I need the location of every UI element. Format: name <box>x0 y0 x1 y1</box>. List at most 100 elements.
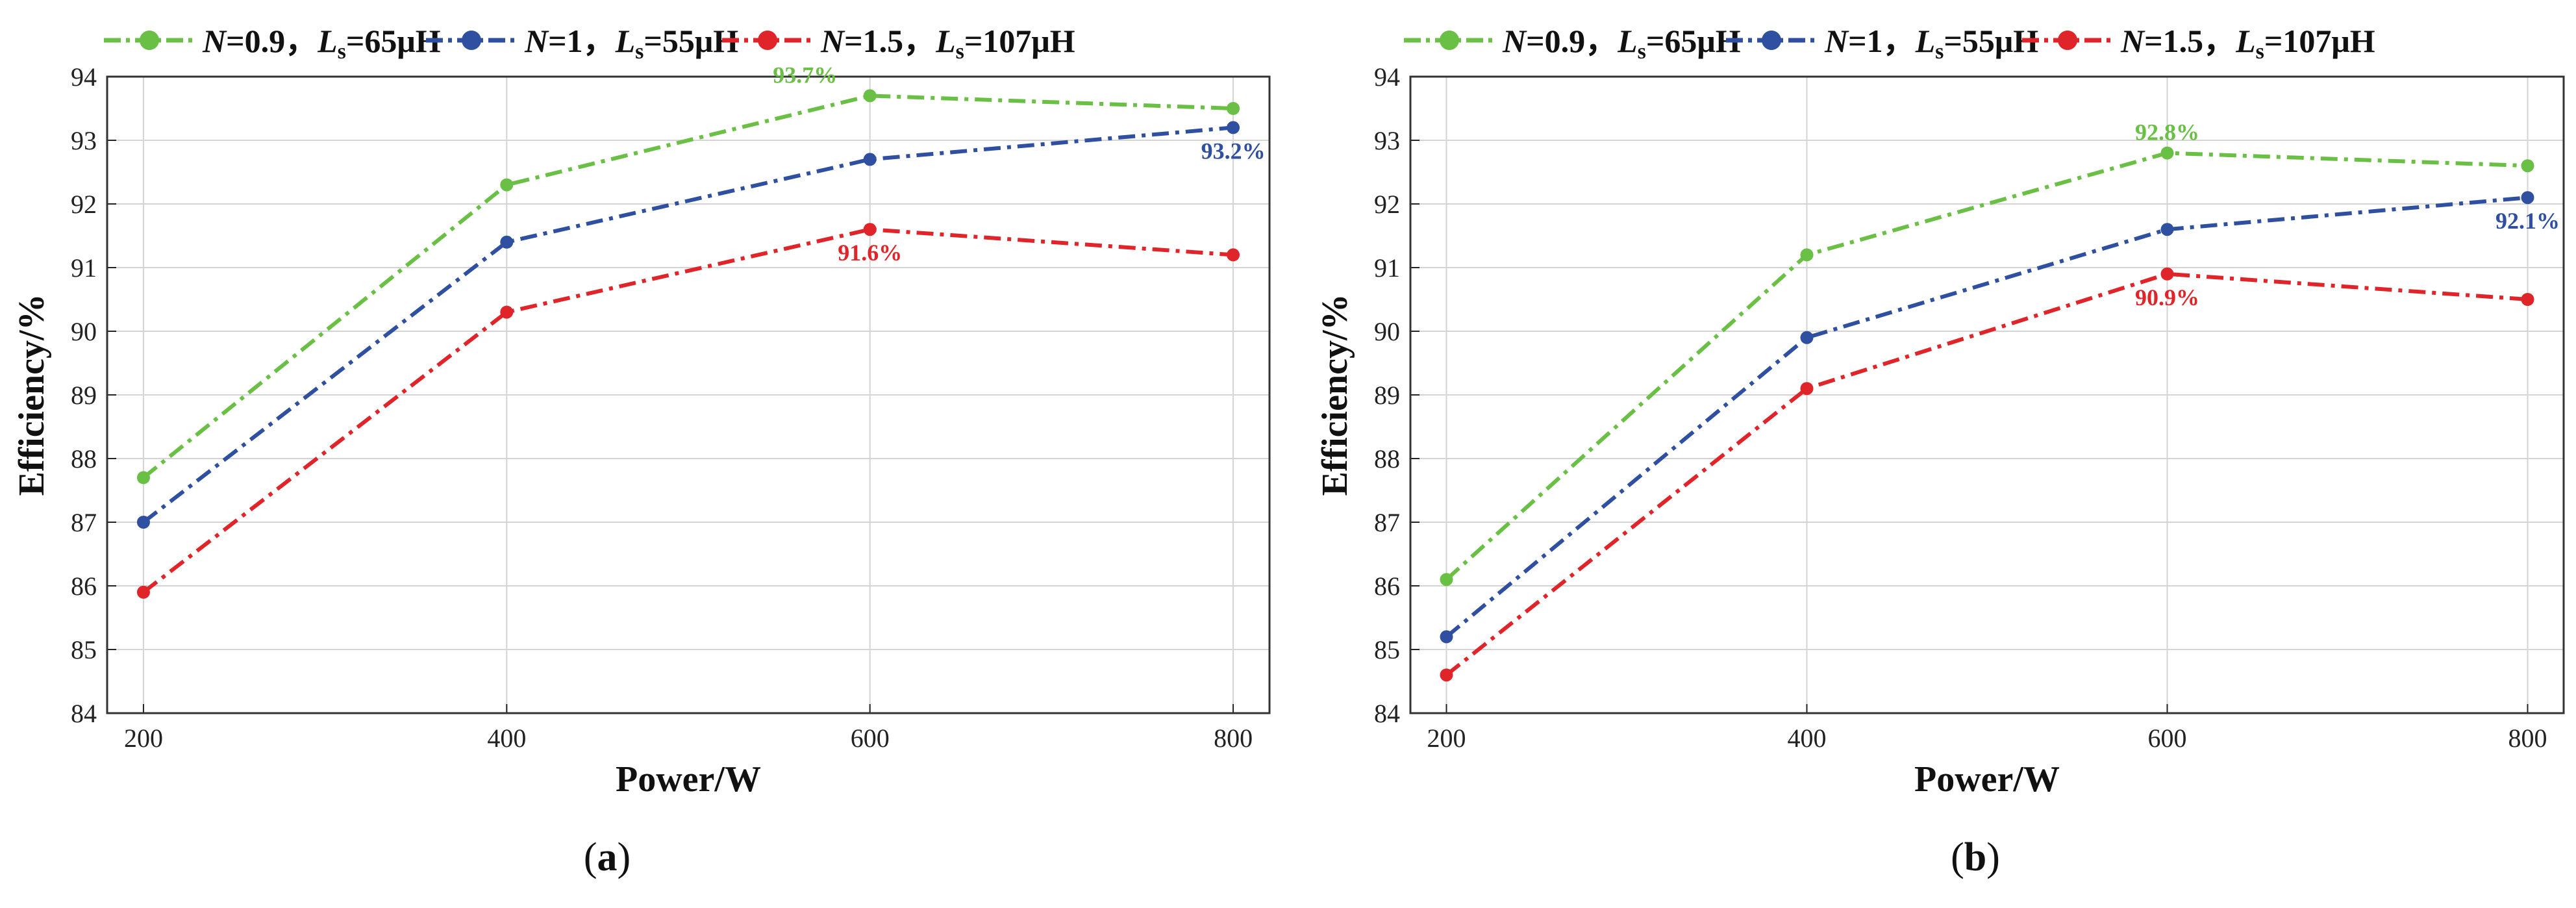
y-tick-label: 93 <box>71 126 97 155</box>
legend-a: N=0.9，Ls=65μH N=1，Ls=55μH N=1.5，Ls=107μH <box>104 23 1075 64</box>
data-point <box>500 305 514 319</box>
data-point <box>1440 573 1453 586</box>
data-point <box>1440 630 1453 644</box>
caption-letter: b <box>1964 835 1986 879</box>
caption-paren: ) <box>618 835 631 879</box>
y-tick-label: 91 <box>71 253 97 283</box>
legend-b: N=0.9，Ls=65μH N=1，Ls=55μH N=1.5，Ls=107μH <box>1404 23 2375 64</box>
data-point <box>1800 382 1814 396</box>
y-tick-label: 92 <box>1374 190 1400 219</box>
data-label: 90.9% <box>2135 284 2199 310</box>
legend-var: L <box>935 23 956 59</box>
y-tick-label: 85 <box>71 635 97 664</box>
data-point <box>500 178 514 192</box>
chart-panel-a: 84 85 86 87 88 89 90 91 92 93 94 200 400 600 800 Power/… <box>12 62 1271 800</box>
legend-subscript: s <box>956 40 964 64</box>
data-point <box>1227 121 1240 134</box>
data-point <box>863 89 877 103</box>
y-tick-label: 86 <box>1374 572 1400 601</box>
legend-var: L <box>317 23 338 59</box>
series-line-2 <box>142 125 1234 524</box>
caption-paren: ( <box>1951 835 1964 879</box>
legend-var: N <box>1824 23 1849 59</box>
x-tick-label: 600 <box>2148 724 2187 753</box>
legend-eq: =107μH <box>2264 23 2375 59</box>
chart-panel-b: 84 85 86 87 88 89 90 91 92 93 94 200 400 600 800 Power/… <box>1315 62 2565 800</box>
legend-var: L <box>1617 23 1638 59</box>
data-point <box>1227 248 1240 262</box>
legend-swatch-marker <box>140 31 159 50</box>
x-axis-label: Power/W <box>1914 759 2060 800</box>
caption-letter: a <box>597 835 618 879</box>
y-tick-label: 90 <box>71 317 97 346</box>
y-tick-label: 89 <box>71 381 97 410</box>
x-tick-label: 400 <box>487 724 526 753</box>
y-axis-label: Efficiency/% <box>12 294 52 496</box>
x-axis-label: Power/W <box>616 759 761 800</box>
legend-swatch-marker <box>1440 31 1459 50</box>
legend-eq: =1， <box>1848 23 1916 59</box>
legend-entry: N=1.5，Ls=107μH <box>2120 23 2375 64</box>
panel-caption-b: (b) <box>1951 835 2000 879</box>
data-point <box>2160 223 2174 236</box>
series-line-3 <box>142 227 1234 594</box>
y-tick-label: 92 <box>71 190 97 219</box>
legend-subscript: s <box>2256 40 2264 64</box>
legend-var: N <box>202 23 227 59</box>
legend-subscript: s <box>338 40 346 64</box>
caption-paren: ( <box>584 835 597 879</box>
y-tick-label: 88 <box>71 444 97 473</box>
data-point <box>500 235 514 249</box>
data-point <box>136 516 150 529</box>
legend-subscript: s <box>1935 40 1944 64</box>
y-tick-label: 86 <box>71 572 97 601</box>
legend-entry: N=1，Ls=55μH <box>524 23 738 64</box>
y-tick-label: 87 <box>71 508 97 537</box>
y-axis-label: Efficiency/% <box>1315 294 1355 496</box>
legend-eq: =0.9， <box>1526 23 1618 59</box>
y-tick-label: 93 <box>1374 126 1400 155</box>
data-label: 92.8% <box>2135 120 2199 145</box>
legend-eq: =107μH <box>964 23 1075 59</box>
legend-swatch-marker <box>2058 31 2077 50</box>
y-tick-label: 90 <box>1374 317 1400 346</box>
legend-eq: =65μH <box>1646 23 1741 59</box>
data-point <box>1227 102 1240 115</box>
x-tick-label: 200 <box>1427 724 1466 753</box>
data-point <box>2521 293 2534 306</box>
data-label: 93.7% <box>773 62 837 88</box>
data-point <box>1800 331 1814 344</box>
legend-eq: =1.5， <box>844 23 936 59</box>
data-label: 91.6% <box>838 240 902 266</box>
panel-caption-a: (a) <box>584 835 631 879</box>
legend-entry: N=0.9，Ls=65μH <box>202 23 441 64</box>
legend-var: L <box>1915 23 1936 59</box>
data-point <box>1440 668 1453 682</box>
series-line-1 <box>1445 151 2528 581</box>
y-tick-label: 87 <box>1374 508 1400 537</box>
data-point <box>2521 159 2534 173</box>
legend-var: N <box>1502 23 1527 59</box>
x-tick-label: 800 <box>1214 724 1253 753</box>
legend-swatch-marker <box>462 31 481 50</box>
legend-var: N <box>820 23 845 59</box>
series-line-1 <box>142 94 1234 479</box>
legend-swatch-marker <box>758 31 777 50</box>
y-tick-label: 89 <box>1374 381 1400 410</box>
data-point <box>136 471 150 485</box>
legend-entry: N=0.9，Ls=65μH <box>1502 23 1741 64</box>
legend-var: N <box>524 23 549 59</box>
legend-var: N <box>2120 23 2145 59</box>
y-tick-label: 94 <box>1374 62 1400 92</box>
plot-frame <box>106 75 1271 714</box>
data-point <box>2521 191 2534 205</box>
x-tick-label: 800 <box>2508 724 2547 753</box>
data-label: 93.2% <box>1201 138 1266 164</box>
data-point <box>2160 146 2174 160</box>
plot-frame <box>1409 75 2565 714</box>
data-label: 92.1% <box>2495 208 2560 234</box>
legend-swatch-marker <box>1762 31 1781 50</box>
legend-entry: N=1，Ls=55μH <box>1824 23 2038 64</box>
legend-var: L <box>2235 23 2256 59</box>
